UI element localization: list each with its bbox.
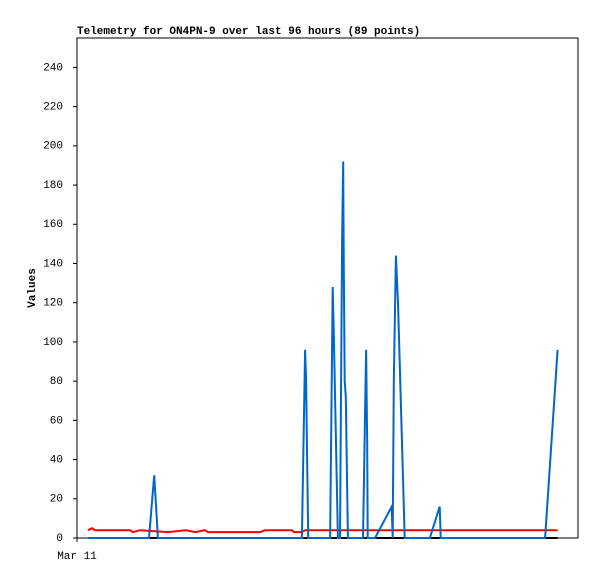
- y-tick-label: 240: [43, 62, 63, 74]
- y-tick-label: 200: [43, 141, 63, 153]
- x-tick-label: Mar 11: [57, 551, 97, 563]
- y-tick-label: 100: [43, 337, 63, 349]
- y-tick-label: 0: [56, 533, 63, 545]
- y-tick-label: 80: [50, 376, 63, 388]
- y-tick-label: 120: [43, 298, 63, 310]
- series-line: [88, 161, 559, 539]
- y-tick-label: 140: [43, 258, 63, 270]
- y-axis-label: Values: [27, 268, 39, 308]
- y-tick-label: 60: [50, 415, 63, 427]
- y-tick-label: 40: [50, 454, 63, 466]
- y-tick-label: 160: [43, 219, 63, 231]
- chart-title: Telemetry for ON4PN-9 over last 96 hours…: [77, 26, 420, 38]
- plot-frame: [76, 37, 579, 539]
- y-tick-label: 220: [43, 102, 63, 114]
- y-tick-label: 20: [50, 494, 63, 506]
- y-tick-label: 180: [43, 180, 63, 192]
- series-line: [87, 527, 558, 534]
